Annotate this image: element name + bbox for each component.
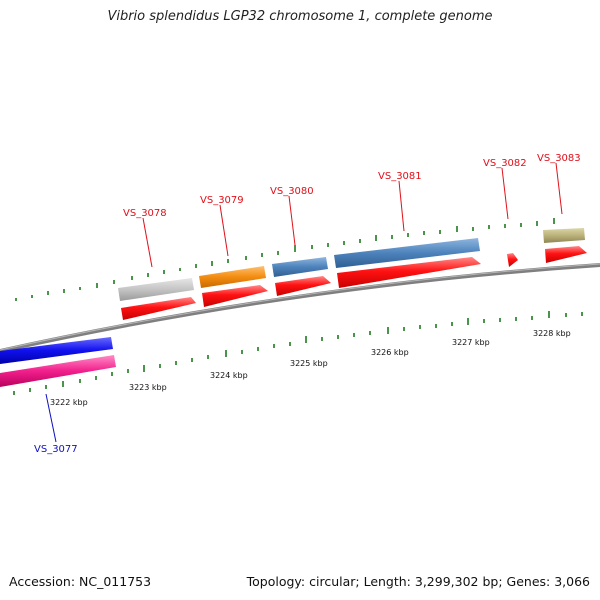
genome-backbone bbox=[0, 263, 600, 353]
cds-arrow[interactable] bbox=[121, 297, 196, 320]
cds-arrow[interactable] bbox=[507, 253, 518, 267]
cds-arrow[interactable] bbox=[202, 285, 268, 307]
kbp-label: 3223 kbp bbox=[129, 383, 167, 392]
kbp-label: 3226 kbp bbox=[371, 348, 409, 357]
gene-feature-khaki[interactable] bbox=[543, 228, 585, 243]
leader-line bbox=[555, 162, 563, 215]
label-leaders bbox=[45, 162, 563, 443]
gene-label-VS_3078[interactable]: VS_3078 bbox=[123, 208, 167, 219]
kbp-labels: 3222 kbp 3223 kbp 3224 kbp 3225 kbp 3226… bbox=[50, 329, 571, 407]
gene-label-VS_3077[interactable]: VS_3077 bbox=[34, 444, 78, 455]
kbp-label: 3224 kbp bbox=[210, 371, 248, 380]
gene-label-VS_3083[interactable]: VS_3083 bbox=[537, 153, 581, 164]
leader-line bbox=[398, 180, 405, 232]
gene-feature-gray[interactable] bbox=[118, 278, 194, 301]
kbp-label: 3222 kbp bbox=[50, 398, 88, 407]
leader-line bbox=[45, 393, 57, 443]
map-title: Vibrio splendidus LGP32 chromosome 1, co… bbox=[107, 9, 493, 24]
accession-text: Accession: NC_011753 bbox=[9, 574, 152, 589]
gene-VS_3077[interactable] bbox=[0, 337, 116, 387]
kbp-label: 3227 kbp bbox=[452, 338, 490, 347]
gene-label-VS_3080[interactable]: VS_3080 bbox=[270, 186, 314, 197]
kbp-label: 3228 kbp bbox=[533, 329, 571, 338]
leader-line bbox=[501, 167, 509, 220]
gene-label-VS_3082[interactable]: VS_3082 bbox=[483, 158, 527, 169]
tick-row-lower bbox=[13, 311, 583, 395]
cds-arrow[interactable] bbox=[275, 276, 331, 296]
genome-backbone-highlight bbox=[0, 263, 600, 351]
leader-line bbox=[288, 195, 296, 246]
leader-line bbox=[142, 217, 153, 268]
cds-arrow[interactable] bbox=[337, 257, 481, 288]
gene-feature-blue[interactable] bbox=[0, 337, 113, 364]
leader-line bbox=[219, 204, 229, 257]
gene-labels: VS_3078 VS_3079 VS_3080 VS_3081 VS_3082 … bbox=[34, 153, 581, 455]
kbp-label: 3225 kbp bbox=[290, 359, 328, 368]
gene-label-VS_3079[interactable]: VS_3079 bbox=[200, 195, 244, 206]
tick-row-upper bbox=[15, 218, 555, 301]
cds-feature-pink[interactable] bbox=[0, 355, 116, 387]
gene-feature-steelblue[interactable] bbox=[334, 238, 480, 268]
gene-feature-steelblue[interactable] bbox=[272, 257, 328, 277]
cds-arrow[interactable] bbox=[545, 246, 587, 263]
gene-label-VS_3081[interactable]: VS_3081 bbox=[378, 171, 422, 182]
genome-summary-text: Topology: circular; Length: 3,299,302 bp… bbox=[246, 574, 590, 589]
gene-feature-orange[interactable] bbox=[199, 266, 266, 288]
